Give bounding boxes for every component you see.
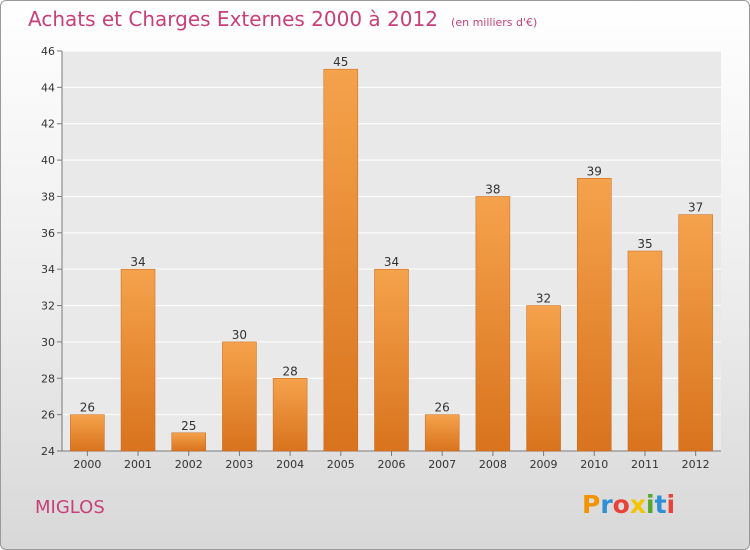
y-tick-label: 32 xyxy=(41,300,55,313)
x-tick-label: 2006 xyxy=(378,458,406,471)
y-tick-label: 28 xyxy=(41,372,55,385)
bar xyxy=(323,68,359,452)
bar-value-label: 28 xyxy=(282,364,297,378)
commune-name: MIGLOS xyxy=(35,497,105,518)
x-tick-label: 2005 xyxy=(327,458,355,471)
y-tick-label: 24 xyxy=(41,445,55,458)
y-tick-label: 46 xyxy=(41,45,55,58)
x-tick-label: 2008 xyxy=(479,458,507,471)
logo-letter: P xyxy=(582,490,601,519)
logo-letter: i xyxy=(646,490,655,519)
bar-value-label: 39 xyxy=(587,164,602,178)
bar-value-label: 38 xyxy=(485,182,500,196)
x-tick-label: 2000 xyxy=(73,458,101,471)
bar-value-label: 34 xyxy=(384,255,399,269)
y-tick-label: 34 xyxy=(41,263,55,276)
y-tick-label: 40 xyxy=(41,154,55,167)
chart-title-block: Achats et Charges Externes 2000 à 2012 (… xyxy=(28,7,537,31)
bar xyxy=(424,414,460,452)
bar xyxy=(222,341,257,452)
x-tick-label: 2010 xyxy=(580,458,608,471)
y-tick-label: 44 xyxy=(41,81,55,94)
bar xyxy=(577,178,612,452)
chart-title: Achats et Charges Externes 2000 à 2012 xyxy=(28,7,438,31)
bar xyxy=(627,250,663,452)
bar-value-label: 34 xyxy=(130,255,145,269)
y-tick-label: 42 xyxy=(41,118,55,131)
x-tick-label: 2011 xyxy=(631,458,659,471)
bar xyxy=(120,268,156,452)
x-tick-label: 2009 xyxy=(530,458,558,471)
bar xyxy=(475,196,511,452)
bar xyxy=(374,268,409,452)
x-tick-label: 2012 xyxy=(682,458,710,471)
proxiti-logo: Proxiti xyxy=(582,490,675,519)
bar xyxy=(678,214,713,452)
bar-value-label: 30 xyxy=(232,328,247,342)
x-tick-label: 2007 xyxy=(428,458,456,471)
y-tick-label: 36 xyxy=(41,227,55,240)
bar-value-label: 37 xyxy=(688,201,703,215)
x-tick-label: 2003 xyxy=(225,458,253,471)
y-tick-label: 38 xyxy=(41,190,55,203)
bar xyxy=(171,432,206,452)
chart-unit-note: (en milliers d'€) xyxy=(451,16,538,29)
x-tick-label: 2001 xyxy=(124,458,152,471)
logo-letter: i xyxy=(666,490,676,519)
bar-value-label: 35 xyxy=(637,237,652,251)
y-tick-label: 30 xyxy=(41,336,55,349)
logo-letter: o xyxy=(612,490,630,519)
bar-value-label: 45 xyxy=(333,55,348,69)
logo-letter: r xyxy=(600,490,613,519)
x-tick-label: 2002 xyxy=(175,458,203,471)
bar xyxy=(70,414,105,452)
bar xyxy=(272,378,308,452)
bar-value-label: 26 xyxy=(435,401,450,415)
logo-letter: x xyxy=(629,490,646,519)
bar xyxy=(526,305,561,452)
x-tick-label: 2004 xyxy=(276,458,304,471)
logo-letter: t xyxy=(654,490,667,519)
bar-value-label: 26 xyxy=(80,401,95,415)
y-tick-label: 26 xyxy=(41,409,55,422)
bar-value-label: 25 xyxy=(181,419,196,433)
bar-value-label: 32 xyxy=(536,292,551,306)
